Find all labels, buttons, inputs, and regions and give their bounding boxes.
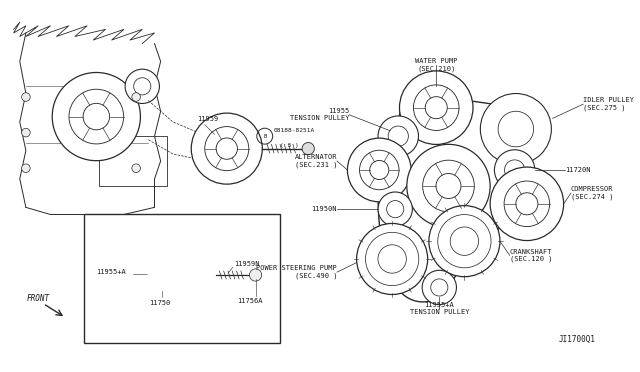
Text: WATER PUMP
(SEC.210): WATER PUMP (SEC.210) bbox=[415, 58, 458, 72]
Circle shape bbox=[438, 215, 491, 268]
Circle shape bbox=[498, 111, 534, 147]
Circle shape bbox=[356, 224, 428, 295]
Circle shape bbox=[132, 164, 140, 173]
Circle shape bbox=[422, 160, 474, 212]
Circle shape bbox=[22, 128, 30, 137]
Circle shape bbox=[154, 244, 216, 306]
Text: B: B bbox=[263, 134, 266, 139]
Circle shape bbox=[516, 193, 538, 215]
Circle shape bbox=[170, 260, 200, 290]
Text: CRANKSHAFT
(SEC.120 ): CRANKSHAFT (SEC.120 ) bbox=[509, 248, 552, 262]
Circle shape bbox=[431, 279, 448, 296]
Circle shape bbox=[378, 245, 406, 273]
Circle shape bbox=[481, 93, 552, 164]
Circle shape bbox=[387, 201, 404, 218]
Text: JI1700Q1: JI1700Q1 bbox=[559, 336, 595, 344]
Circle shape bbox=[83, 103, 109, 130]
Circle shape bbox=[365, 232, 419, 286]
Circle shape bbox=[348, 138, 411, 202]
Text: 11959N: 11959N bbox=[234, 261, 260, 267]
Text: ALTERNATOR
(SEC.231 ): ALTERNATOR (SEC.231 ) bbox=[294, 154, 337, 168]
Circle shape bbox=[490, 167, 564, 241]
Text: 11959: 11959 bbox=[197, 116, 219, 122]
Circle shape bbox=[22, 164, 30, 173]
Text: POWER STEERING PUMP
(SEC.490 ): POWER STEERING PUMP (SEC.490 ) bbox=[256, 265, 337, 279]
Text: IDLER PULLEY
(SEC.275 ): IDLER PULLEY (SEC.275 ) bbox=[583, 97, 634, 111]
Circle shape bbox=[436, 173, 461, 199]
Text: 11955+A: 11955+A bbox=[97, 269, 126, 275]
Circle shape bbox=[150, 265, 171, 285]
Circle shape bbox=[378, 116, 419, 156]
Text: 11756A: 11756A bbox=[237, 298, 262, 304]
Circle shape bbox=[132, 93, 140, 101]
Circle shape bbox=[429, 206, 500, 277]
Circle shape bbox=[216, 138, 237, 159]
Circle shape bbox=[127, 241, 195, 309]
Circle shape bbox=[191, 113, 262, 184]
Text: 11955
TENSION PULLEY: 11955 TENSION PULLEY bbox=[290, 108, 349, 121]
Text: COMPRESSOR
(SEC.274 ): COMPRESSOR (SEC.274 ) bbox=[571, 186, 614, 200]
Circle shape bbox=[413, 85, 459, 131]
Circle shape bbox=[504, 181, 550, 227]
Text: 11950N: 11950N bbox=[312, 206, 337, 212]
Bar bbox=[84, 215, 280, 343]
Text: FRONT: FRONT bbox=[27, 294, 50, 303]
Circle shape bbox=[250, 269, 262, 281]
Circle shape bbox=[360, 150, 399, 190]
Text: ( 3 ): ( 3 ) bbox=[280, 142, 299, 148]
Text: 11750: 11750 bbox=[148, 300, 170, 306]
Circle shape bbox=[388, 126, 408, 146]
Circle shape bbox=[69, 89, 124, 144]
Circle shape bbox=[302, 142, 314, 155]
Circle shape bbox=[425, 97, 447, 119]
Circle shape bbox=[52, 73, 140, 161]
Circle shape bbox=[422, 270, 456, 305]
Text: 08188-8251A: 08188-8251A bbox=[274, 128, 315, 132]
Circle shape bbox=[140, 254, 182, 296]
Circle shape bbox=[205, 126, 249, 171]
Circle shape bbox=[495, 150, 535, 190]
Circle shape bbox=[370, 160, 389, 180]
Circle shape bbox=[125, 69, 159, 103]
Circle shape bbox=[378, 192, 412, 226]
Bar bbox=[99, 136, 167, 186]
Circle shape bbox=[504, 160, 525, 180]
Circle shape bbox=[399, 71, 473, 144]
Circle shape bbox=[22, 93, 30, 101]
Circle shape bbox=[134, 78, 151, 95]
Text: 11720N: 11720N bbox=[565, 167, 590, 173]
Circle shape bbox=[450, 227, 479, 256]
Text: 11955+A
TENSION PULLEY: 11955+A TENSION PULLEY bbox=[410, 302, 469, 315]
Circle shape bbox=[407, 144, 490, 228]
